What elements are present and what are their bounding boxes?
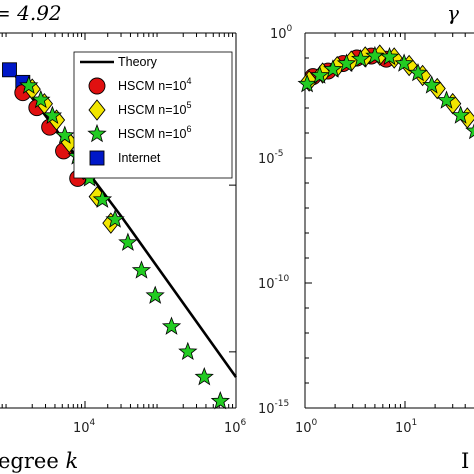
right-x-tick-label: 100 <box>295 418 318 436</box>
legend-item: Theory <box>80 55 158 69</box>
legend-label: HSCM n=104 <box>118 76 191 93</box>
right-star-point <box>365 45 385 65</box>
right-star-point <box>422 75 442 94</box>
left-title: = 4.92 <box>0 1 62 25</box>
right-y-tick-label: 10-10 <box>258 274 290 292</box>
right-marks <box>297 44 474 140</box>
legend-label: Internet <box>118 151 161 165</box>
legend-item: HSCM n=104 <box>88 76 191 95</box>
legend-label: HSCM n=105 <box>118 100 191 117</box>
legend-item: Internet <box>89 150 161 166</box>
legend-item: HSCM n=106 <box>87 123 191 143</box>
left-star-point <box>105 209 125 228</box>
left-star-point <box>55 125 75 144</box>
right-star-point <box>297 73 317 93</box>
legend-items: Theory HSCM n=104 HSCM n=105 HSCM n=106 Inte… <box>80 55 191 166</box>
right-star-point <box>310 65 330 84</box>
legend-star-marker <box>87 123 107 143</box>
right-star-point <box>379 46 400 66</box>
left-square-point <box>2 62 17 78</box>
right-y-tick-label: 100 <box>270 24 293 42</box>
left-x-tick-label: 104 <box>73 418 96 436</box>
left-star-point <box>42 105 63 125</box>
left-marks <box>2 62 238 410</box>
right-x-axis-label: I <box>461 449 469 473</box>
left-star-point <box>118 232 138 251</box>
legend-diamond-marker <box>88 99 106 121</box>
right-y-tick-label: 10-5 <box>258 149 284 167</box>
right-star-point <box>408 62 428 82</box>
left-ticks: 104 106 <box>1 33 247 436</box>
right-star-point <box>323 59 343 78</box>
right-star-point <box>351 48 371 68</box>
legend-item: HSCM n=105 <box>88 99 191 121</box>
legend-label: Theory <box>118 55 158 69</box>
right-x-tick-label: 101 <box>395 418 417 436</box>
left-x-axis-label: egree k <box>0 449 78 473</box>
legend-label: HSCM n=106 <box>118 124 191 141</box>
right-panel <box>304 32 474 409</box>
right-star-point <box>465 123 474 140</box>
legend-square-marker <box>89 150 105 166</box>
left-star-point <box>92 189 113 208</box>
left-x-tick-label: 106 <box>224 418 247 436</box>
left-star-point <box>31 89 51 109</box>
left-star-point <box>19 75 39 94</box>
left-star-point <box>161 316 182 335</box>
right-star-point <box>451 105 471 124</box>
legend-circle-marker <box>88 77 106 95</box>
right-title: γ <box>447 1 459 25</box>
right-star-point <box>436 90 457 109</box>
right-ticks: 100 10-5 10-10 10-15 100 101 <box>258 24 466 436</box>
left-star-point <box>178 341 198 361</box>
right-y-tick-label: 10-15 <box>258 399 289 417</box>
left-star-point <box>131 260 152 279</box>
left-star-point <box>210 391 230 410</box>
right-star-point <box>336 53 357 72</box>
left-star-point <box>145 285 165 304</box>
right-star-point <box>394 53 414 72</box>
left-star-point <box>194 366 214 386</box>
legend: Theory HSCM n=104 HSCM n=105 HSCM n=106 Inte… <box>73 51 233 179</box>
